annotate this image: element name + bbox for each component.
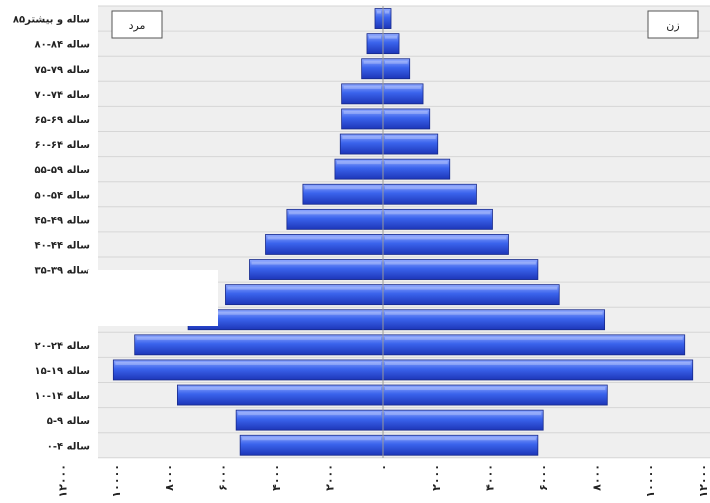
- x-tick-label: ۱۰۰۰۰: [644, 464, 657, 498]
- x-tick-label: ۲۰۰۰: [323, 464, 336, 491]
- bar-highlight: [385, 161, 448, 165]
- bar-highlight: [242, 437, 381, 441]
- bar-highlight: [385, 286, 558, 290]
- bar-highlight: [385, 211, 491, 215]
- bar-highlight: [385, 261, 536, 265]
- bar-highlight: [376, 10, 381, 14]
- age-group-label: ۰-۴ ساله: [47, 441, 90, 452]
- bar-highlight: [385, 387, 606, 391]
- x-tick-label: ۴۰۰۰: [484, 464, 497, 491]
- x-tick-label: ۴۰۰۰: [270, 464, 283, 491]
- legend-male-label: مرد: [129, 19, 146, 32]
- bar-highlight: [385, 186, 475, 190]
- bar-highlight: [115, 361, 381, 365]
- x-tick-label: ۰: [377, 464, 390, 471]
- bar-highlight: [385, 35, 398, 39]
- age-group-label: ۸۵ساله و بیشتر: [13, 15, 90, 26]
- bar-highlight: [385, 236, 507, 240]
- age-group-label: ۷۵-۷۹ ساله: [35, 65, 91, 76]
- legend-female: زن: [647, 10, 699, 39]
- age-group-label: ۶۵-۶۹ ساله: [35, 115, 91, 126]
- x-tick-label: ۱۲۰۰۰: [697, 464, 710, 498]
- age-group-label: ۳۵-۳۹ ساله: [35, 266, 91, 277]
- bar-highlight: [342, 136, 381, 140]
- legend-female-label: زن: [666, 19, 679, 32]
- legend-male: مرد: [111, 10, 163, 39]
- bar-highlight: [288, 211, 381, 215]
- bar-highlight: [385, 136, 436, 140]
- bar-highlight: [363, 60, 381, 64]
- bar-highlight: [304, 186, 381, 190]
- bar-highlight: [336, 161, 381, 165]
- age-group-labels: ۰-۴ ساله ۵-۹ ساله ۱۰-۱۴ ساله ۱۵-۱۹ ساله ۲۰-۲…: [13, 15, 90, 453]
- age-group-label: ۵۰-۵۴ ساله: [35, 190, 91, 201]
- x-tick-labels: ۱۲۰۰۰ ۱۰۰۰۰ ۸۰۰۰ ۶۰۰۰ ۴۰۰۰ ۲۰۰۰ ۰ ۲۰۰۰ ۴۰۰۰ ۶۰۰۰ ۸…: [56, 464, 710, 498]
- bar-highlight: [385, 110, 428, 114]
- bar-highlight: [179, 387, 381, 391]
- x-tick-label: ۲۰۰۰: [430, 464, 443, 491]
- age-group-label: ۴۰-۴۴ ساله: [35, 240, 91, 251]
- bar-highlight: [343, 110, 381, 114]
- grid-lines: [98, 5, 710, 459]
- bar-highlight: [343, 85, 381, 89]
- bar-highlight: [385, 412, 542, 416]
- bar-highlight: [385, 10, 390, 14]
- x-tick-label: ۶۰۰۰: [537, 464, 550, 491]
- age-group-label: ۵-۹ ساله: [47, 416, 90, 427]
- x-tick-label: ۱۰۰۰۰: [110, 464, 123, 498]
- bar-highlight: [267, 236, 381, 240]
- bar-highlight: [385, 437, 536, 441]
- bar-highlight: [385, 85, 422, 89]
- age-group-label: ۷۰-۷۴ ساله: [35, 90, 91, 101]
- bar-highlight: [385, 60, 408, 64]
- age-group-label: ۱۵-۱۹ ساله: [35, 366, 91, 377]
- x-tick-label: ۸۰۰۰: [163, 464, 176, 491]
- x-tick-label: ۱۲۰۰۰: [56, 464, 69, 498]
- age-group-label: ۴۵-۴۹ ساله: [35, 215, 91, 226]
- occlusion-box: [88, 270, 218, 326]
- age-group-label: ۸۰-۸۴ ساله: [35, 40, 91, 51]
- age-group-label: ۲۰-۲۴ ساله: [35, 341, 91, 352]
- age-group-label: ۱۰-۱۴ ساله: [35, 391, 91, 402]
- bar-highlight: [251, 261, 381, 265]
- bar-highlight: [385, 311, 603, 315]
- age-group-label: ۶۰-۶۴ ساله: [35, 140, 91, 151]
- bar-highlight: [190, 311, 381, 315]
- bar-highlight: [136, 336, 381, 340]
- x-tick-label: ۸۰۰۰: [590, 464, 603, 491]
- bar-highlight: [385, 361, 691, 365]
- bar-highlight: [238, 412, 381, 416]
- bar-highlight: [385, 336, 683, 340]
- bar-highlight: [368, 35, 381, 39]
- bar-highlight: [227, 286, 381, 290]
- x-tick-label: ۶۰۰۰: [217, 464, 230, 491]
- age-group-label: ۵۵-۵۹ ساله: [35, 165, 91, 176]
